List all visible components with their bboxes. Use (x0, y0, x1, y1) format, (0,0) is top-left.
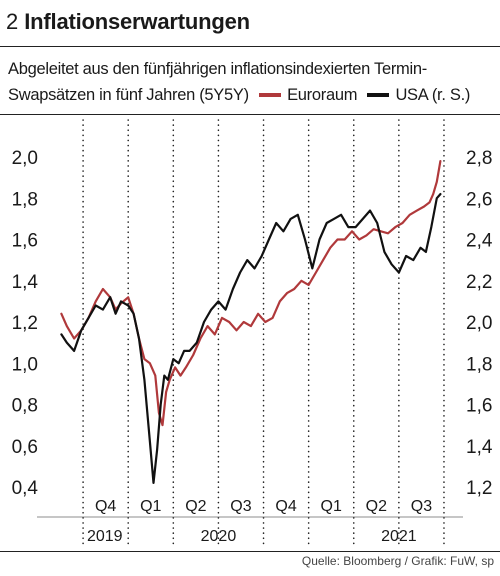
bottom-rule (0, 551, 500, 552)
legend-swatch-usa (367, 92, 390, 97)
x-tick-3: Q3 (230, 498, 251, 515)
x-tick-6: Q2 (366, 498, 387, 515)
y-left-tick-2: 1,6 (12, 231, 38, 252)
y-left-tick-1: 1,8 (12, 189, 38, 210)
y-right-tick-3: 2,2 (466, 272, 492, 293)
source-note: Quelle: Bloomberg / Grafik: FuW, sp (301, 554, 494, 568)
x-tick-7: Q3 (411, 498, 432, 515)
title-rule (0, 46, 500, 47)
subtitle-text: Abgeleitet aus den fünfjährigen inflatio… (8, 60, 427, 104)
year-label-0: 2019 (87, 528, 123, 545)
series-line-euroraum (60, 160, 442, 427)
legend-swatch-euroraum (259, 92, 282, 97)
y-left-tick-6: 0,8 (12, 396, 38, 417)
y-right-tick-7: 1,4 (466, 437, 493, 458)
series-line-usa (60, 193, 442, 484)
year-label-1: 2020 (201, 528, 237, 545)
y-right-tick-0: 2,8 (466, 148, 492, 169)
y-right-tick-8: 1,2 (466, 478, 492, 499)
y-left-tick-8: 0,4 (12, 478, 39, 499)
y-left-tick-0: 2,0 (12, 148, 38, 169)
chart-subtitle: Abgeleitet aus den fünfjährigen inflatio… (8, 56, 498, 108)
subtitle-rule (0, 114, 500, 115)
y-left-tick-3: 1,4 (12, 272, 39, 293)
year-label-2: 2021 (381, 528, 417, 545)
chart-title: 2 Inflationserwartungen (6, 8, 250, 36)
legend-label-euroraum: Euroraum (287, 86, 358, 104)
y-left-tick-5: 1,0 (12, 354, 38, 375)
y-right-tick-1: 2,6 (466, 189, 492, 210)
y-right-tick-2: 2,4 (466, 231, 493, 252)
x-tick-4: Q4 (275, 498, 296, 515)
y-left-tick-7: 0,6 (12, 437, 38, 458)
x-tick-1: Q1 (140, 498, 161, 515)
y-right-tick-4: 2,0 (466, 313, 492, 334)
y-left-tick-4: 1,2 (12, 313, 38, 334)
chart-heading: Inflationserwartungen (24, 9, 250, 34)
legend-label-usa: USA (r. S.) (395, 86, 471, 104)
x-tick-5: Q1 (321, 498, 342, 515)
x-tick-0: Q4 (95, 498, 116, 515)
chart-number: 2 (6, 9, 19, 34)
y-right-tick-6: 1,6 (466, 396, 492, 417)
legend-euroraum: Euroraum (259, 82, 357, 108)
x-tick-2: Q2 (185, 498, 206, 515)
legend-usa: USA (r. S.) (367, 82, 470, 108)
y-right-tick-5: 1,8 (466, 354, 492, 375)
